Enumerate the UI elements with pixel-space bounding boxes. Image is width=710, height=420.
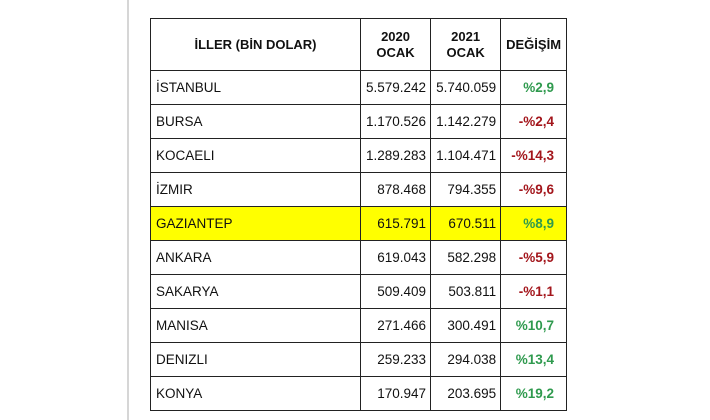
value-cell: 170.947 — [359, 376, 432, 411]
table-row: SAKARYA 509.409 503.811 -%1,1 — [150, 274, 568, 309]
value-cell: 1.142.279 — [430, 104, 502, 139]
column-header: İLLER (BİN DOLAR) — [150, 18, 361, 71]
value-cell: 294.038 — [430, 342, 502, 377]
change-cell: %8,9 — [500, 206, 568, 241]
table-body: İSTANBUL 5.579.242 5.740.059 %2,9 BURSA 1.170… — [150, 70, 568, 411]
province-name: GAZIANTEP — [150, 206, 361, 241]
value-cell: 794.355 — [430, 172, 502, 207]
province-name: DENIZLI — [150, 342, 361, 377]
column-header: DEĞİŞİM — [500, 18, 568, 71]
table-row: KONYA 170.947 203.695 %19,2 — [150, 376, 568, 411]
province-name: KOCAELI — [150, 138, 361, 173]
value-cell: 1.289.283 — [359, 138, 432, 173]
column-header: 2020 OCAK — [359, 18, 432, 71]
table-row: BURSA 1.170.526 1.142.279 -%2,4 — [150, 104, 568, 139]
change-cell: %13,4 — [500, 342, 568, 377]
table-row: GAZIANTEP 615.791 670.511 %8,9 — [150, 206, 568, 241]
value-cell: 582.298 — [430, 240, 502, 275]
header-text: 2020 — [381, 28, 410, 44]
value-cell: 203.695 — [430, 376, 502, 411]
header-text: OCAK — [446, 44, 485, 60]
table-row: ANKARA 619.043 582.298 -%5,9 — [150, 240, 568, 275]
value-cell: 271.466 — [359, 308, 432, 343]
province-name: ANKARA — [150, 240, 361, 275]
value-cell: 509.409 — [359, 274, 432, 309]
province-name: İZMIR — [150, 172, 361, 207]
change-cell: -%9,6 — [500, 172, 568, 207]
change-cell: %10,7 — [500, 308, 568, 343]
header-row: İLLER (BİN DOLAR) 2020 OCAK 2021 OCAK DEĞİŞİM — [150, 18, 568, 71]
value-cell: 619.043 — [359, 240, 432, 275]
change-cell: %2,9 — [500, 70, 568, 105]
value-cell: 1.170.526 — [359, 104, 432, 139]
table-row: KOCAELI 1.289.283 1.104.471 -%14,3 — [150, 138, 568, 173]
change-cell: -%1,1 — [500, 274, 568, 309]
value-cell: 259.233 — [359, 342, 432, 377]
change-cell: -%5,9 — [500, 240, 568, 275]
value-cell: 5.579.242 — [359, 70, 432, 105]
header-text: DEĞİŞİM — [506, 36, 562, 52]
change-cell: %19,2 — [500, 376, 568, 411]
data-table: İLLER (BİN DOLAR) 2020 OCAK 2021 OCAK DEĞİŞİM… — [150, 18, 568, 411]
province-name: İSTANBUL — [150, 70, 361, 105]
value-cell: 1.104.471 — [430, 138, 502, 173]
header-text: İLLER (BİN DOLAR) — [194, 36, 317, 52]
divider — [127, 0, 129, 420]
value-cell: 5.740.059 — [430, 70, 502, 105]
province-name: BURSA — [150, 104, 361, 139]
table-row: DENIZLI 259.233 294.038 %13,4 — [150, 342, 568, 377]
value-cell: 878.468 — [359, 172, 432, 207]
change-cell: -%14,3 — [500, 138, 568, 173]
province-name: SAKARYA — [150, 274, 361, 309]
table-row: İSTANBUL 5.579.242 5.740.059 %2,9 — [150, 70, 568, 105]
column-header: 2021 OCAK — [430, 18, 502, 71]
value-cell: 300.491 — [430, 308, 502, 343]
header-text: 2021 — [451, 28, 481, 44]
value-cell: 503.811 — [430, 274, 502, 309]
table-row: MANISA 271.466 300.491 %10,7 — [150, 308, 568, 343]
header-text: OCAK — [376, 44, 415, 60]
table-row: İZMIR 878.468 794.355 -%9,6 — [150, 172, 568, 207]
province-name: MANISA — [150, 308, 361, 343]
province-name: KONYA — [150, 376, 361, 411]
value-cell: 615.791 — [359, 206, 432, 241]
value-cell: 670.511 — [430, 206, 502, 241]
change-cell: -%2,4 — [500, 104, 568, 139]
